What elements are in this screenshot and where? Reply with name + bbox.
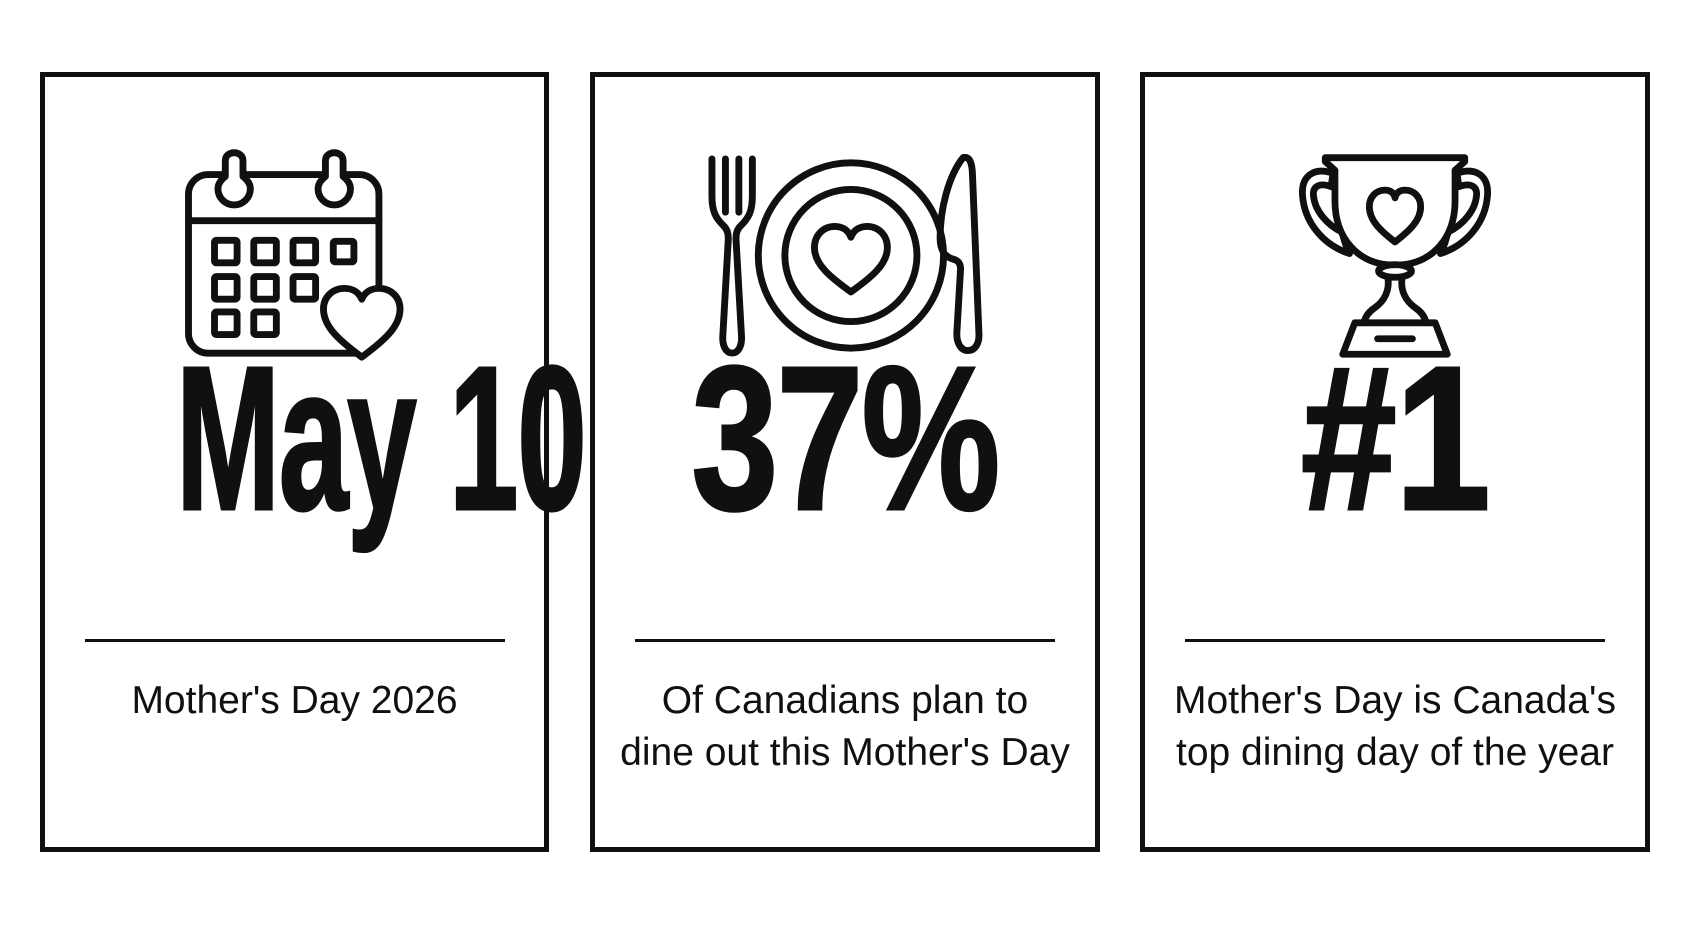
divider-line <box>635 639 1055 642</box>
fork-plate-knife-heart-icon <box>595 145 1095 365</box>
trophy-stem <box>1398 272 1430 326</box>
stat-caption: Mother's Day is Canada's top dining day … <box>1174 679 1616 775</box>
heart-glyph <box>319 284 403 361</box>
calendar-body <box>184 171 382 357</box>
stat-value: #1 <box>1300 324 1492 553</box>
divider-line <box>84 639 505 642</box>
heart-glyph <box>810 222 891 295</box>
stat-card-dine-out-percent: 37% Of Canadians plan to dine out this M… <box>590 72 1100 852</box>
stat-value: May 10 <box>175 324 588 553</box>
calendar-heart-icon <box>45 145 544 365</box>
calendar-ring <box>314 149 354 209</box>
trophy-collar <box>1375 260 1415 281</box>
stat-card-top-dining-day: #1 Mother's Day is Canada's top dining d… <box>1140 72 1650 852</box>
calendar-ring <box>214 149 254 209</box>
knife-glyph <box>936 153 983 354</box>
stat-caption: Of Canadians plan to dine out this Mothe… <box>620 679 1070 775</box>
trophy-base <box>1339 318 1451 358</box>
fork-glyph <box>708 154 756 357</box>
plate-inner <box>781 185 921 325</box>
divider-line <box>1185 639 1605 642</box>
trophy-stem <box>1360 272 1392 326</box>
stat-card-mothers-day-date: May 10 Mother's Day 2026 <box>40 72 588 852</box>
calendar-day-squares <box>210 236 357 338</box>
stat-caption: Mother's Day 2026 <box>131 679 458 722</box>
stat-value: 37% <box>690 324 1001 553</box>
trophy-heart-icon <box>1145 145 1645 365</box>
heart-glyph <box>1365 186 1425 245</box>
